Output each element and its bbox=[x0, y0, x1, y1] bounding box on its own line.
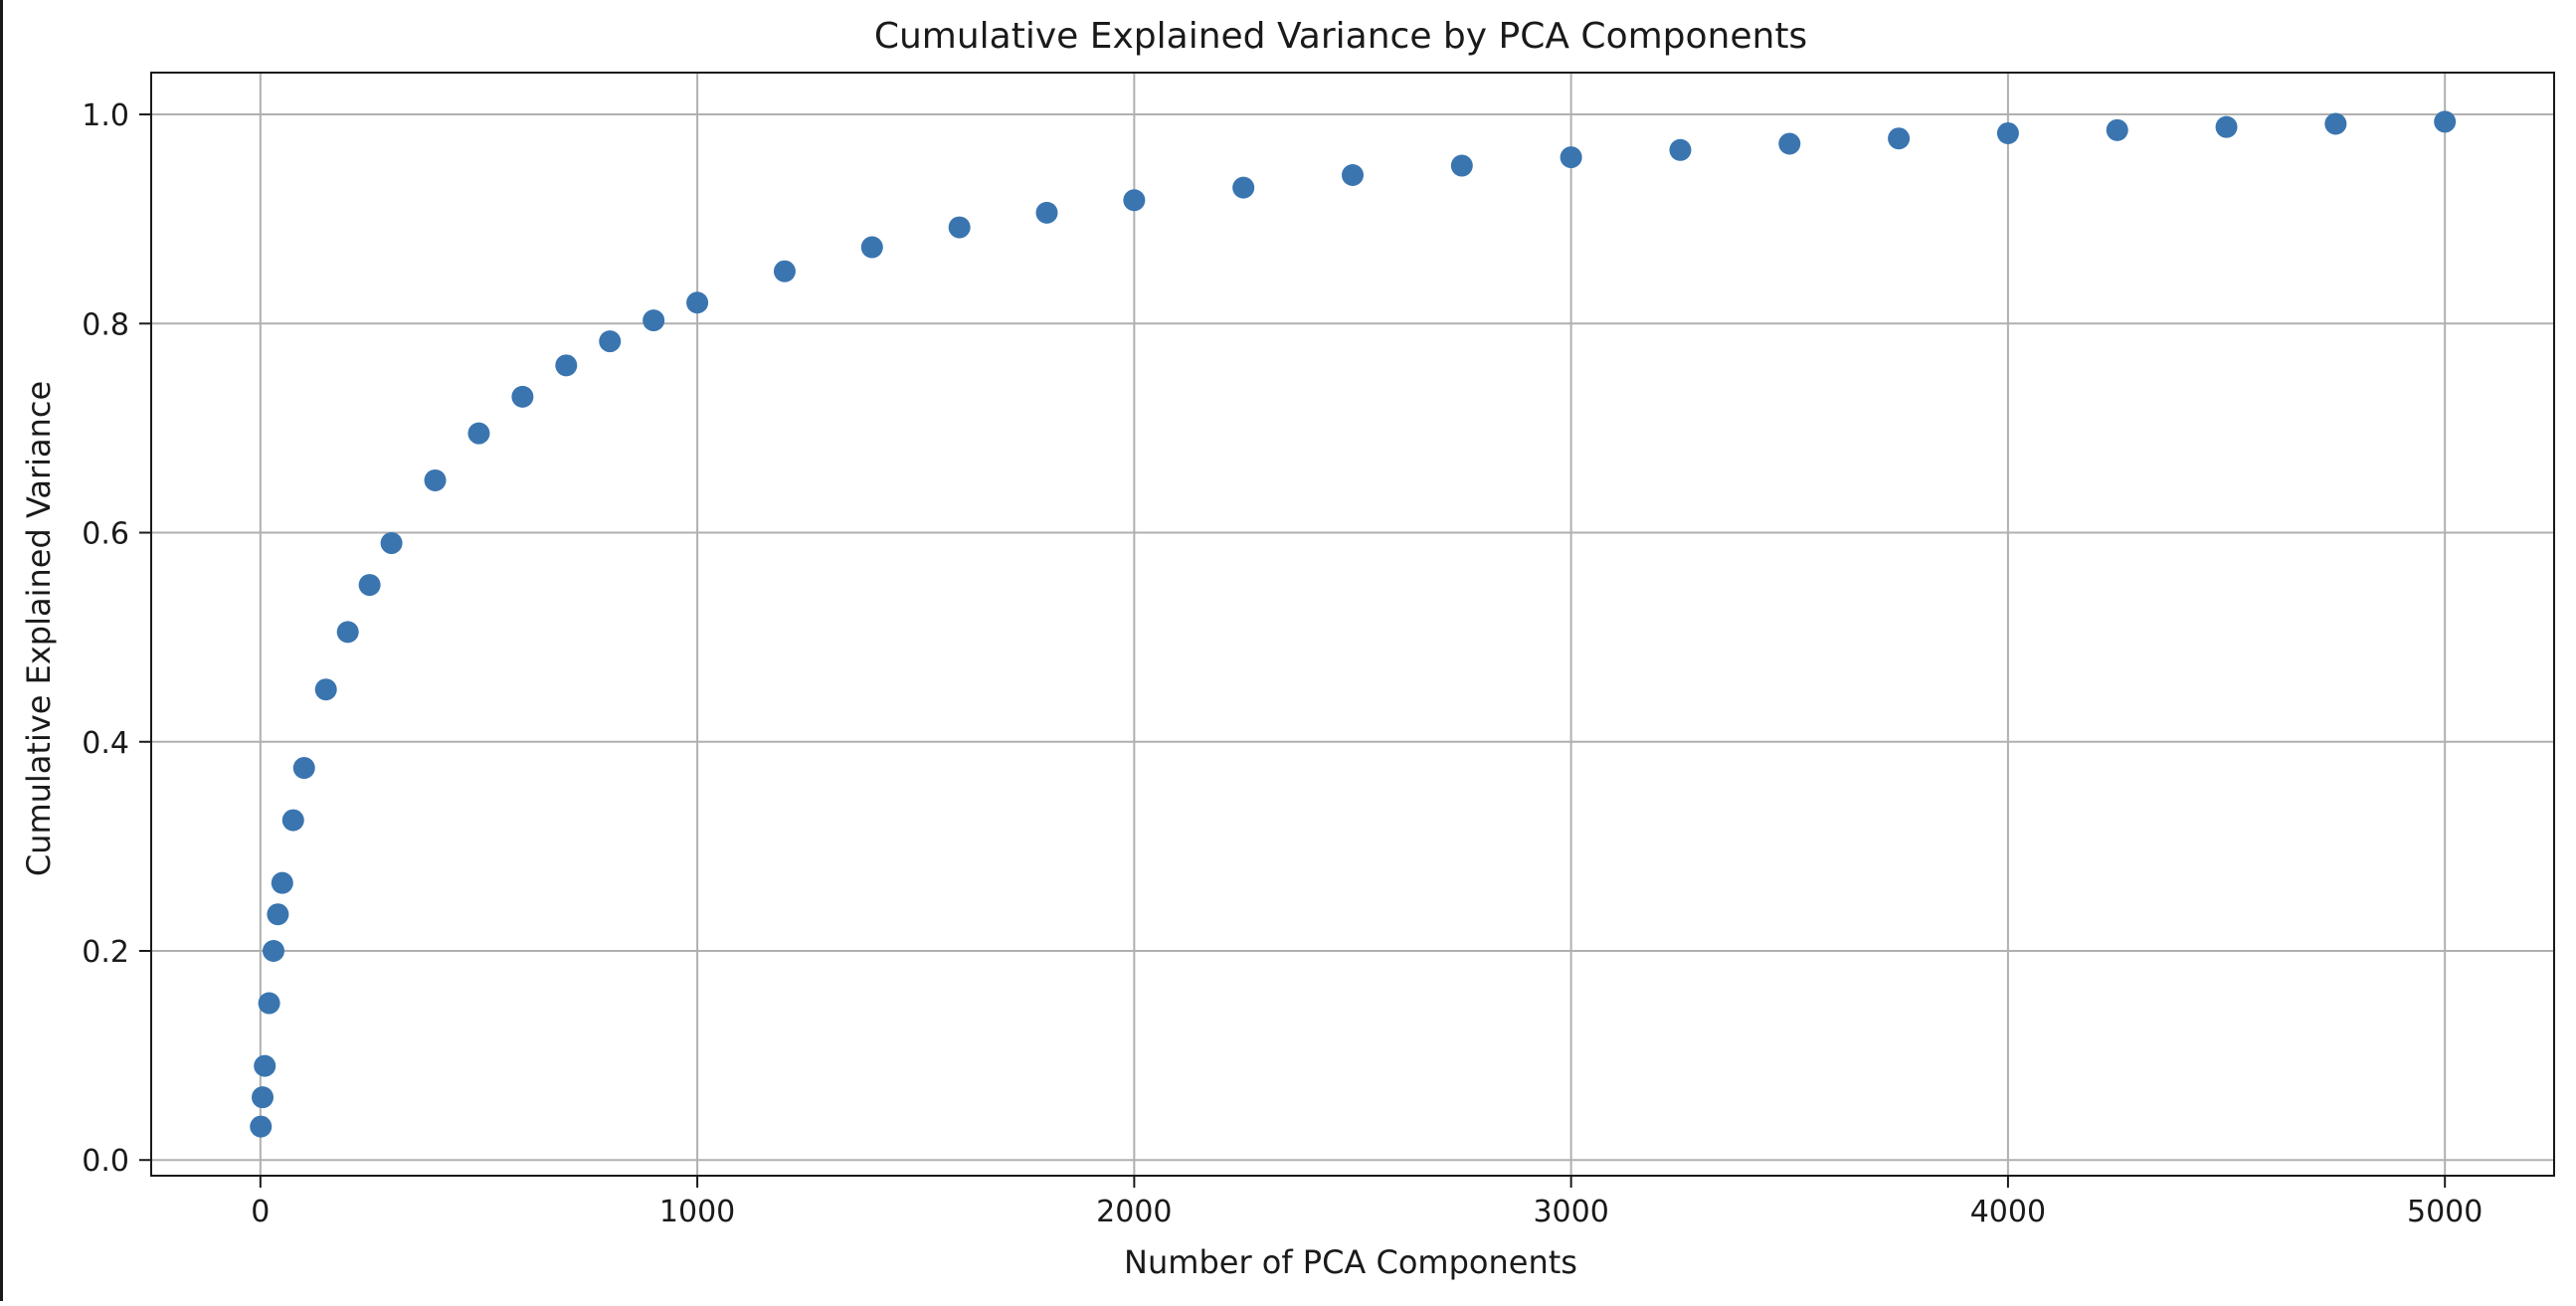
y-axis-ticks: 0.0 0.2 0.4 0.6 0.8 1.0 bbox=[82, 98, 151, 1179]
x-axis-label: Number of PCA Components bbox=[1124, 1243, 1577, 1281]
data-point bbox=[599, 330, 622, 353]
y-axis-label: Cumulative Explained Variance bbox=[20, 381, 58, 876]
data-point bbox=[2106, 118, 2128, 141]
data-point bbox=[250, 1115, 273, 1138]
data-point bbox=[358, 574, 381, 597]
y-tick-label: 1.0 bbox=[82, 98, 129, 133]
data-point bbox=[1232, 176, 1255, 199]
data-point bbox=[643, 309, 665, 332]
y-tick-label: 0.0 bbox=[82, 1144, 129, 1179]
data-point bbox=[336, 621, 359, 644]
x-tick-label: 0 bbox=[251, 1195, 270, 1229]
x-tick-label: 5000 bbox=[2407, 1195, 2483, 1229]
data-point bbox=[467, 422, 490, 445]
data-point bbox=[1996, 121, 2019, 144]
x-tick-label: 1000 bbox=[659, 1195, 735, 1229]
data-point bbox=[860, 236, 883, 259]
data-point bbox=[281, 809, 304, 832]
data-point bbox=[258, 992, 280, 1015]
data-points bbox=[250, 110, 2457, 1138]
data-point bbox=[424, 468, 447, 491]
x-tick-label: 2000 bbox=[1096, 1195, 1172, 1229]
data-point bbox=[948, 216, 971, 239]
grid-lines bbox=[151, 73, 2554, 1176]
data-point bbox=[1342, 164, 1364, 187]
x-axis-ticks: 0 1000 2000 3000 4000 5000 bbox=[251, 1176, 2483, 1229]
data-point bbox=[1778, 132, 1801, 155]
data-point bbox=[511, 385, 534, 408]
data-point bbox=[2434, 110, 2457, 133]
x-tick-label: 4000 bbox=[1970, 1195, 2046, 1229]
data-point bbox=[2324, 112, 2347, 135]
data-point bbox=[380, 532, 403, 555]
y-tick-label: 0.2 bbox=[82, 935, 129, 970]
data-point bbox=[1560, 146, 1582, 169]
data-point bbox=[1450, 154, 1473, 177]
data-point bbox=[267, 903, 289, 926]
data-point bbox=[292, 757, 315, 780]
data-point bbox=[1123, 189, 1146, 212]
data-point bbox=[314, 678, 337, 701]
window-left-border bbox=[0, 0, 3, 1301]
data-point bbox=[773, 260, 796, 282]
data-point bbox=[252, 1086, 275, 1109]
data-point bbox=[271, 871, 293, 894]
data-point bbox=[555, 354, 578, 377]
x-tick-label: 3000 bbox=[1533, 1195, 1608, 1229]
y-tick-label: 0.6 bbox=[82, 517, 129, 552]
plot-frame bbox=[150, 72, 2555, 1177]
y-tick-label: 0.4 bbox=[82, 726, 129, 761]
data-point bbox=[686, 291, 709, 314]
data-point bbox=[1669, 138, 1692, 161]
data-point bbox=[1888, 127, 1911, 150]
data-point bbox=[254, 1054, 276, 1077]
chart-title: Cumulative Explained Variance by PCA Com… bbox=[874, 16, 1807, 57]
data-point bbox=[2215, 115, 2238, 138]
data-point bbox=[262, 939, 284, 962]
y-tick-label: 0.8 bbox=[82, 307, 129, 342]
data-point bbox=[1035, 201, 1058, 224]
